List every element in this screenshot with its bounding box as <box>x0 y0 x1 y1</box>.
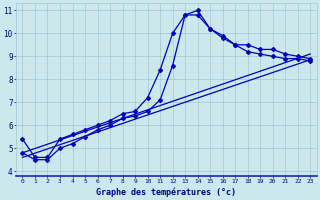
X-axis label: Graphe des températures (°c): Graphe des températures (°c) <box>96 187 236 197</box>
